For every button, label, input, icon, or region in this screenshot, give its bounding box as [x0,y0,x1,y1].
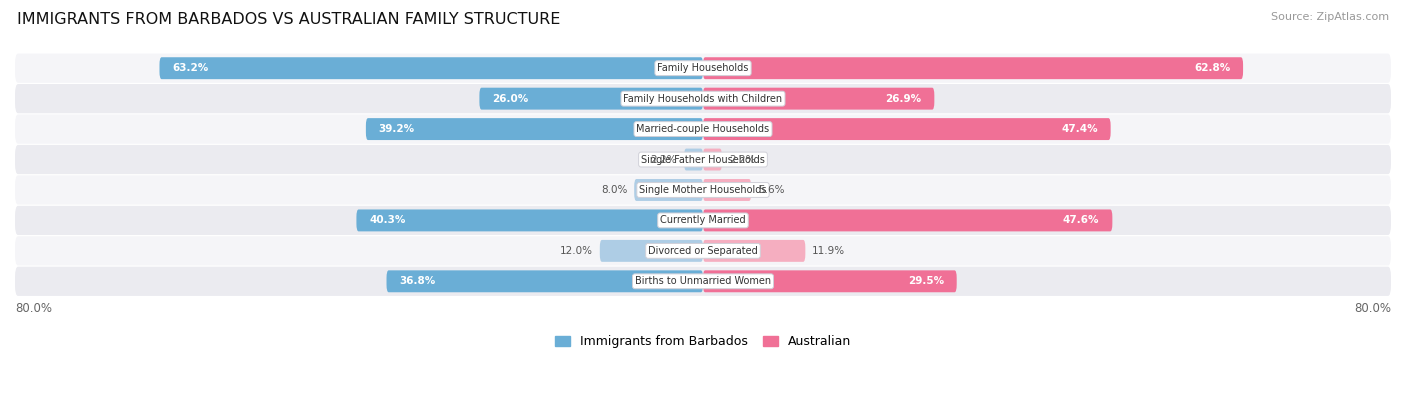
FancyBboxPatch shape [15,84,1391,113]
FancyBboxPatch shape [634,179,703,201]
FancyBboxPatch shape [15,54,1391,83]
FancyBboxPatch shape [15,145,1391,174]
FancyBboxPatch shape [15,115,1391,144]
Text: Married-couple Households: Married-couple Households [637,124,769,134]
Text: 12.0%: 12.0% [560,246,593,256]
Text: Source: ZipAtlas.com: Source: ZipAtlas.com [1271,12,1389,22]
FancyBboxPatch shape [703,149,721,171]
Text: 80.0%: 80.0% [1354,302,1391,315]
FancyBboxPatch shape [159,57,703,79]
Text: 47.6%: 47.6% [1063,215,1099,226]
Text: 39.2%: 39.2% [378,124,415,134]
Text: 29.5%: 29.5% [908,276,943,286]
Text: 26.0%: 26.0% [492,94,529,103]
Text: Currently Married: Currently Married [661,215,745,226]
FancyBboxPatch shape [685,149,703,171]
Text: 40.3%: 40.3% [370,215,406,226]
Text: 80.0%: 80.0% [15,302,52,315]
Text: 11.9%: 11.9% [813,246,845,256]
FancyBboxPatch shape [703,57,1243,79]
Legend: Immigrants from Barbados, Australian: Immigrants from Barbados, Australian [550,331,856,354]
FancyBboxPatch shape [479,88,703,109]
Text: 5.6%: 5.6% [758,185,785,195]
FancyBboxPatch shape [703,270,956,292]
Text: Births to Unmarried Women: Births to Unmarried Women [636,276,770,286]
FancyBboxPatch shape [366,118,703,140]
FancyBboxPatch shape [703,209,1112,231]
FancyBboxPatch shape [15,206,1391,235]
Text: 63.2%: 63.2% [173,63,208,73]
FancyBboxPatch shape [15,267,1391,296]
FancyBboxPatch shape [703,88,935,109]
Text: 2.2%: 2.2% [651,154,678,165]
Text: 8.0%: 8.0% [600,185,627,195]
Text: IMMIGRANTS FROM BARBADOS VS AUSTRALIAN FAMILY STRUCTURE: IMMIGRANTS FROM BARBADOS VS AUSTRALIAN F… [17,12,560,27]
Text: 47.4%: 47.4% [1062,124,1098,134]
Text: 2.2%: 2.2% [728,154,755,165]
Text: Single Father Households: Single Father Households [641,154,765,165]
FancyBboxPatch shape [387,270,703,292]
FancyBboxPatch shape [15,236,1391,265]
Text: 62.8%: 62.8% [1194,63,1230,73]
Text: Single Mother Households: Single Mother Households [640,185,766,195]
Text: Divorced or Separated: Divorced or Separated [648,246,758,256]
FancyBboxPatch shape [356,209,703,231]
FancyBboxPatch shape [703,240,806,262]
FancyBboxPatch shape [703,179,751,201]
Text: Family Households: Family Households [658,63,748,73]
FancyBboxPatch shape [15,175,1391,205]
Text: Family Households with Children: Family Households with Children [623,94,783,103]
Text: 36.8%: 36.8% [399,276,436,286]
FancyBboxPatch shape [703,118,1111,140]
Text: 26.9%: 26.9% [886,94,921,103]
FancyBboxPatch shape [600,240,703,262]
